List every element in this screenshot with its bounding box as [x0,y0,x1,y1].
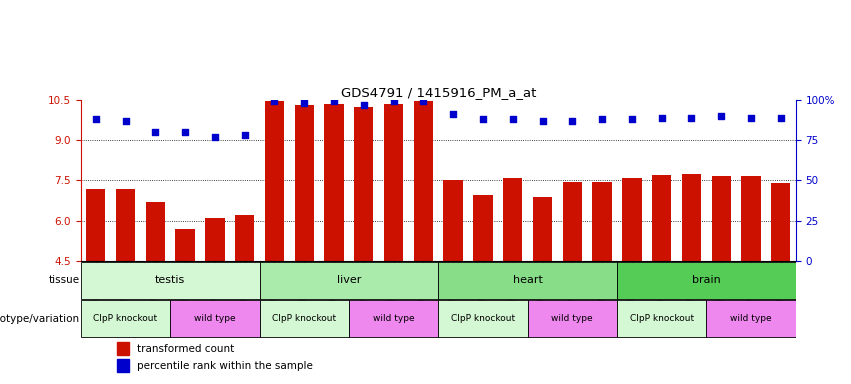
Point [417,98,430,104]
Bar [260,262,438,299]
Point [684,114,698,121]
Bar [81,300,170,337]
Bar [324,104,344,261]
Text: testis: testis [155,275,186,285]
Bar [170,300,260,337]
Bar [528,300,617,337]
Point [237,132,252,138]
Point [625,116,638,122]
Point [535,118,549,124]
Bar [175,229,195,261]
Text: wild type: wild type [551,314,593,323]
Bar [384,104,403,261]
Bar [443,180,463,261]
Bar [294,105,314,261]
Text: wild type: wild type [194,314,236,323]
Bar [438,300,528,337]
Point [446,111,460,118]
Text: ClpP knockout: ClpP knockout [451,314,515,323]
Text: heart: heart [512,275,543,285]
Point [505,116,519,122]
Bar [349,300,438,337]
Title: GDS4791 / 1415916_PM_a_at: GDS4791 / 1415916_PM_a_at [340,86,536,99]
Bar [652,175,671,261]
Bar [414,101,433,261]
Bar [533,197,552,261]
Bar [265,101,284,261]
Text: ClpP knockout: ClpP knockout [94,314,157,323]
Bar [438,262,617,299]
Point [386,98,400,104]
Point [357,102,370,108]
Text: ClpP knockout: ClpP knockout [272,314,336,323]
Point [118,118,133,124]
Text: brain: brain [692,275,721,285]
Point [654,114,668,121]
Point [595,116,608,122]
Bar [503,178,523,261]
Point [208,134,221,140]
Bar [146,202,165,261]
Text: ClpP knockout: ClpP knockout [630,314,694,323]
Point [178,129,191,135]
Bar [741,177,761,261]
Point [148,129,162,135]
Bar [117,342,129,355]
Point [89,116,102,122]
Point [565,118,579,124]
Bar [81,262,260,299]
Bar [354,107,374,261]
Text: tissue: tissue [49,275,79,285]
Bar [235,215,254,261]
Bar [617,262,796,299]
Text: genotype/variation: genotype/variation [0,314,79,324]
Bar [622,178,642,261]
Bar [682,174,701,261]
Bar [473,195,493,261]
Bar [260,300,349,337]
Bar [116,189,135,261]
Point [297,100,311,106]
Point [476,116,489,122]
Point [714,113,728,119]
Bar [563,182,582,261]
Bar [592,182,612,261]
Point [327,98,340,104]
Point [267,98,281,104]
Text: wild type: wild type [730,314,772,323]
Point [774,114,787,121]
Bar [205,218,225,261]
Bar [771,183,791,261]
Bar [711,177,731,261]
Point [744,114,757,121]
Text: transformed count: transformed count [137,344,234,354]
Bar [117,359,129,372]
Text: percentile rank within the sample: percentile rank within the sample [137,361,312,371]
Bar [86,189,106,261]
Bar [617,300,706,337]
Bar [706,300,796,337]
Text: wild type: wild type [373,314,414,323]
Text: liver: liver [337,275,361,285]
